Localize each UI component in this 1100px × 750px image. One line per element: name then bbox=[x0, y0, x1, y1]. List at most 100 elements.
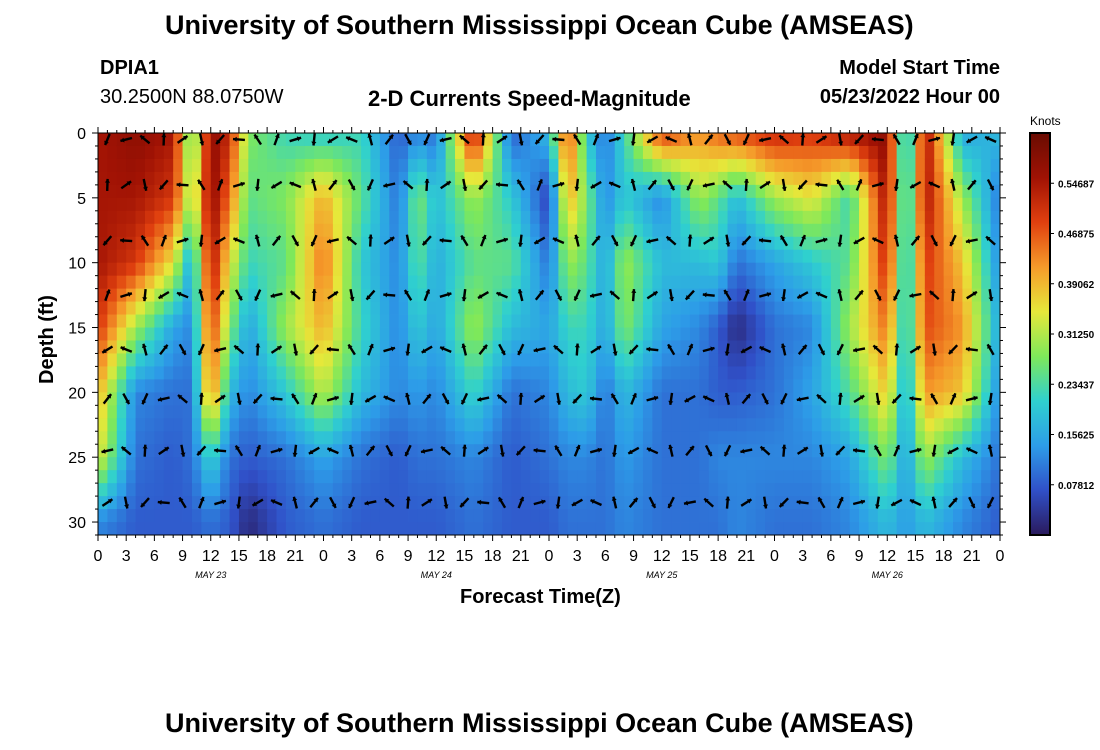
current-arrow bbox=[590, 180, 602, 189]
heatmap-cell bbox=[765, 158, 775, 173]
current-arrow bbox=[648, 496, 657, 509]
heatmap-cell bbox=[408, 301, 418, 315]
current-arrow bbox=[931, 496, 937, 509]
heatmap-cell bbox=[126, 145, 136, 160]
heatmap-cell bbox=[163, 171, 174, 186]
heatmap-cell bbox=[361, 509, 371, 523]
arrow-shaft bbox=[815, 135, 828, 144]
arrow-head bbox=[364, 500, 369, 506]
arrow-shaft bbox=[255, 234, 261, 247]
arrow-shaft bbox=[872, 344, 884, 355]
arrow-head bbox=[158, 294, 164, 299]
heatmap-cell bbox=[727, 262, 738, 277]
heatmap-cell bbox=[511, 223, 522, 238]
current-arrow bbox=[724, 392, 731, 405]
current-arrow bbox=[273, 133, 280, 146]
heatmap-cell bbox=[962, 496, 973, 510]
heatmap-cell bbox=[276, 496, 287, 510]
heatmap-cell bbox=[351, 431, 362, 445]
heatmap-cell bbox=[361, 314, 371, 328]
current-arrow bbox=[103, 133, 111, 146]
heatmap-cell bbox=[859, 158, 869, 173]
heatmap-cell bbox=[708, 275, 719, 290]
current-arrow bbox=[384, 134, 394, 145]
heatmap-cell bbox=[586, 223, 597, 238]
heatmap-cell bbox=[116, 158, 127, 173]
arrow-shaft bbox=[742, 133, 750, 146]
heatmap-cell bbox=[295, 444, 306, 458]
heatmap-cell bbox=[812, 223, 822, 238]
heatmap-cell bbox=[633, 379, 644, 393]
heatmap-cell bbox=[436, 353, 447, 367]
heatmap-cell bbox=[398, 496, 409, 510]
heatmap-cell bbox=[689, 236, 700, 251]
arrow-shaft bbox=[740, 448, 753, 454]
heatmap-cell bbox=[295, 301, 306, 315]
arrow-head bbox=[616, 136, 621, 142]
heatmap-cell bbox=[314, 327, 324, 341]
heatmap-cell bbox=[558, 366, 569, 380]
current-arrow bbox=[702, 292, 715, 298]
heatmap-cell bbox=[605, 496, 616, 510]
heatmap-cell bbox=[671, 184, 681, 199]
heatmap-cell bbox=[558, 470, 569, 484]
heatmap-cell bbox=[802, 392, 813, 406]
heatmap-cell bbox=[877, 184, 888, 199]
heatmap-cell bbox=[229, 379, 240, 393]
heatmap-cell bbox=[783, 184, 794, 199]
heatmap-cell bbox=[304, 444, 315, 458]
heatmap-cell bbox=[238, 483, 249, 497]
heatmap-cell bbox=[238, 275, 249, 290]
heatmap-cell bbox=[455, 236, 465, 251]
heatmap-cell bbox=[953, 431, 963, 445]
heatmap-cell bbox=[135, 392, 146, 406]
heatmap-cell bbox=[990, 249, 1000, 264]
heatmap-cell bbox=[642, 496, 653, 510]
current-arrow bbox=[665, 135, 678, 143]
heatmap-cell bbox=[126, 184, 136, 199]
heatmap-cell bbox=[238, 210, 249, 225]
heatmap-cell bbox=[624, 301, 634, 315]
current-arrow bbox=[517, 343, 525, 356]
heatmap-cell bbox=[408, 133, 418, 147]
heatmap-cell bbox=[229, 470, 240, 484]
current-arrow bbox=[236, 392, 242, 405]
arrow-shaft bbox=[327, 290, 339, 300]
heatmap-cell bbox=[793, 431, 804, 445]
heatmap-cell bbox=[849, 509, 860, 523]
heatmap-cell bbox=[558, 431, 569, 445]
heatmap-cell bbox=[332, 366, 343, 380]
arrow-head bbox=[440, 346, 445, 351]
arrow-head bbox=[388, 134, 393, 140]
heatmap-cell bbox=[943, 314, 954, 328]
heatmap-cell bbox=[943, 457, 954, 471]
arrow-shaft bbox=[329, 496, 337, 509]
heatmap-cell bbox=[793, 184, 804, 199]
heatmap-cell bbox=[821, 366, 832, 380]
colorbar: Knots0.546870.468750.390620.312500.23437… bbox=[1029, 114, 1095, 536]
heatmap-cell bbox=[793, 340, 804, 354]
heatmap-cell bbox=[774, 522, 785, 535]
arrow-shaft bbox=[496, 135, 508, 144]
current-arrow bbox=[986, 178, 995, 191]
heatmap-cell bbox=[577, 509, 587, 523]
heatmap-cell bbox=[614, 496, 625, 510]
heatmap-cell bbox=[830, 145, 841, 160]
heatmap-cell bbox=[116, 262, 127, 277]
arrow-shaft bbox=[836, 496, 844, 509]
heatmap-cell bbox=[849, 249, 860, 264]
heatmap-cell bbox=[144, 133, 155, 147]
heatmap-cell bbox=[906, 262, 916, 277]
heatmap-cell bbox=[765, 314, 775, 328]
heatmap-cell bbox=[605, 288, 616, 302]
arrow-shaft bbox=[365, 289, 376, 301]
arrow-head bbox=[178, 395, 183, 400]
heatmap-cell bbox=[370, 327, 381, 341]
heatmap-cell bbox=[915, 509, 926, 523]
heatmap-cell bbox=[840, 314, 851, 328]
heatmap-cell bbox=[144, 262, 155, 277]
arrow-head bbox=[819, 452, 825, 457]
arrow-head bbox=[859, 395, 865, 400]
heatmap-cell bbox=[370, 353, 381, 367]
heatmap-cell bbox=[896, 210, 907, 225]
